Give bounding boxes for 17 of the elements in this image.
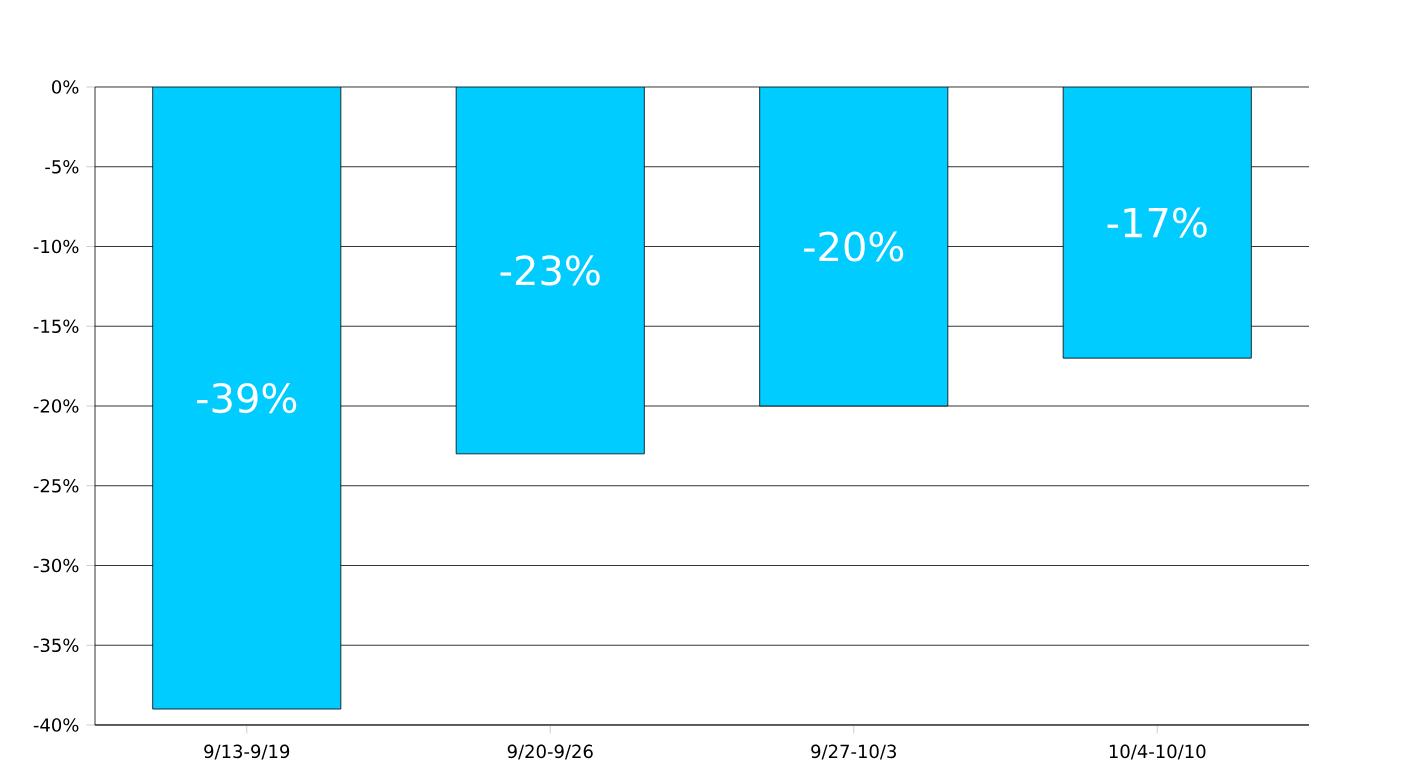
y-tick-label: -40% <box>33 718 79 732</box>
data-label: -39% <box>197 382 297 414</box>
y-tick-label: -15% <box>33 319 79 334</box>
data-label: -17% <box>1107 207 1207 238</box>
data-label: -20% <box>804 231 904 262</box>
data-label: -23% <box>500 255 600 286</box>
y-tick-label: -10% <box>33 239 79 254</box>
x-tick-label: 9/20-9/26 <box>507 744 593 760</box>
y-tick-label: -35% <box>33 638 79 653</box>
y-tick-label: -20% <box>33 399 79 413</box>
y-tick-label: 0% <box>52 80 79 94</box>
x-tick-label: 9/27-10/3 <box>811 744 896 760</box>
x-tick-label: 10/4-10/10 <box>1109 744 1206 760</box>
x-tick-label: 9/13-9/19 <box>204 744 290 760</box>
y-tick-label: -25% <box>33 478 79 493</box>
y-tick-label: -5% <box>45 159 79 174</box>
y-tick-label: -30% <box>33 558 79 573</box>
